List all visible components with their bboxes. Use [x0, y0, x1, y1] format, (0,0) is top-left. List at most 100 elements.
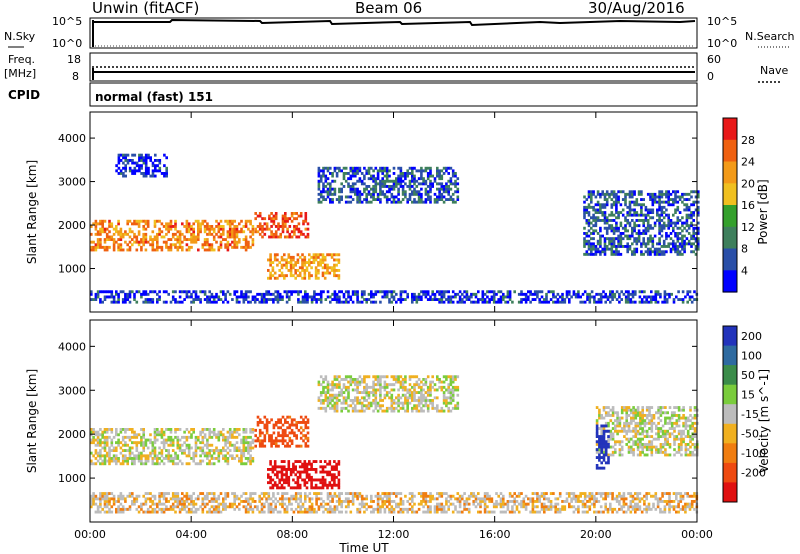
data-cell — [217, 298, 221, 301]
data-cell — [201, 435, 205, 439]
data-cell — [401, 393, 405, 397]
data-cell — [595, 406, 599, 409]
data-cell — [495, 300, 498, 304]
data-cell — [538, 298, 541, 301]
data-cell — [661, 429, 665, 433]
data-cell — [176, 235, 180, 239]
data-cell — [372, 195, 375, 199]
data-cell — [256, 292, 259, 296]
data-cell — [190, 497, 193, 501]
data-cell — [286, 227, 289, 231]
data-cell — [215, 292, 218, 296]
data-cell — [600, 440, 603, 444]
data-cell — [650, 419, 654, 423]
data-cell — [185, 428, 189, 431]
data-cell — [279, 235, 282, 239]
data-cell — [442, 380, 446, 384]
data-cell — [658, 250, 661, 254]
data-cell — [144, 248, 148, 252]
data-cell — [288, 439, 292, 443]
data-cell — [153, 446, 157, 450]
data-cell — [363, 378, 366, 381]
data-cell — [323, 258, 327, 262]
data-cell — [238, 222, 241, 226]
data-cell — [694, 245, 698, 248]
data-cell — [470, 292, 473, 296]
data-cell — [96, 433, 100, 437]
data-cell — [614, 424, 617, 428]
data-cell — [624, 203, 627, 207]
data-cell — [694, 195, 698, 199]
data-cell — [677, 290, 680, 294]
data-cell — [167, 457, 170, 460]
data-cell — [458, 300, 462, 304]
data-cell — [261, 235, 264, 239]
data-cell — [131, 159, 134, 162]
data-cell — [658, 192, 661, 196]
data-cell — [646, 192, 650, 196]
data-cell — [657, 406, 660, 409]
data-cell — [324, 190, 328, 194]
data-cell — [420, 200, 423, 204]
data-cell — [358, 192, 362, 196]
data-cell — [122, 172, 125, 175]
data-cell — [592, 237, 595, 241]
data-cell — [508, 292, 512, 296]
data-cell — [663, 300, 667, 304]
data-cell — [356, 190, 359, 194]
data-cell — [615, 237, 618, 241]
data-cell — [310, 261, 313, 264]
data-cell — [653, 198, 657, 201]
data-cell — [333, 253, 336, 257]
data-cell — [640, 213, 643, 217]
data-cell — [90, 430, 93, 434]
data-cell — [344, 378, 348, 381]
data-cell — [215, 446, 218, 450]
data-cell — [277, 434, 280, 438]
data-cell — [247, 227, 250, 231]
data-cell — [103, 494, 107, 498]
data-cell — [653, 250, 657, 254]
data-cell — [615, 290, 619, 294]
data-cell — [587, 221, 591, 225]
data-cell — [247, 295, 250, 299]
data-cell — [317, 271, 320, 275]
data-cell — [289, 266, 293, 270]
data-cell — [517, 292, 521, 296]
data-cell — [660, 213, 664, 217]
data-cell — [187, 227, 191, 231]
data-cell — [142, 238, 145, 241]
data-cell — [226, 248, 230, 252]
cpid-strip: CPID normal (fast) 151 — [8, 82, 698, 107]
data-cell — [176, 438, 180, 442]
data-cell — [131, 290, 134, 294]
data-cell — [595, 448, 599, 452]
data-cell — [235, 230, 239, 234]
data-cell — [601, 234, 604, 238]
data-cell — [121, 235, 125, 239]
data-cell — [267, 292, 271, 296]
data-cell — [344, 375, 348, 379]
data-cell — [656, 290, 660, 294]
data-cell — [329, 383, 332, 387]
data-cell — [590, 198, 593, 201]
data-cell — [99, 230, 102, 234]
data-cell — [283, 473, 286, 477]
data-cell — [356, 298, 359, 301]
data-cell — [667, 203, 670, 207]
data-cell — [96, 238, 100, 241]
data-cell — [531, 298, 535, 301]
data-cell — [625, 408, 628, 412]
data-cell — [110, 428, 114, 431]
data-cell — [190, 494, 193, 498]
data-cell — [422, 200, 425, 204]
data-cell — [433, 177, 437, 181]
data-cell — [420, 396, 423, 400]
data-cell — [153, 235, 157, 239]
data-cell — [601, 190, 604, 194]
data-cell — [154, 153, 157, 157]
data-cell — [208, 232, 211, 236]
nave-label: Nave — [760, 64, 788, 77]
data-cell — [101, 507, 104, 511]
data-cell — [331, 187, 334, 191]
